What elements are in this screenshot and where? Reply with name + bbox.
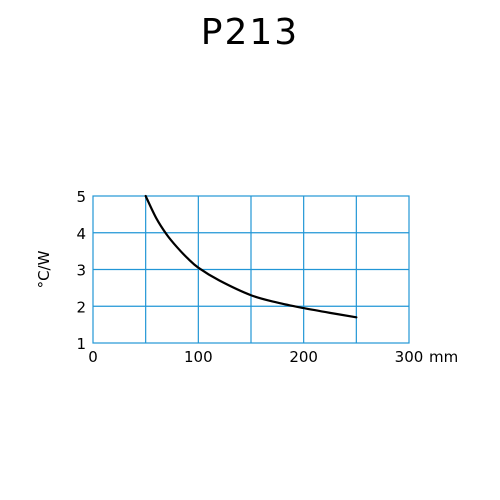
plot-frame — [92, 195, 410, 344]
product-title: P213 — [200, 12, 300, 53]
chart-grid — [93, 196, 409, 343]
x-tick-label: 200 — [289, 348, 318, 366]
y-axis-label: °C/W — [35, 250, 53, 288]
series-line-0 — [144, 194, 358, 319]
y-tick-label: 3 — [76, 262, 86, 280]
chart-series — [144, 194, 358, 319]
y-tick-label: 1 — [76, 335, 86, 353]
y-tick-label: 5 — [76, 188, 86, 206]
x-tick-label: 100 — [184, 348, 213, 366]
x-tick-label: 0 — [88, 348, 98, 366]
y-axis-ticks: 1 2 3 4 5 — [76, 188, 86, 353]
x-axis-ticks: 0 100 200 300 — [88, 348, 423, 366]
x-axis-label: mm — [429, 348, 458, 366]
x-tick-label: 300 — [395, 348, 424, 366]
y-tick-label: 4 — [76, 225, 86, 243]
y-tick-label: 2 — [76, 298, 86, 316]
